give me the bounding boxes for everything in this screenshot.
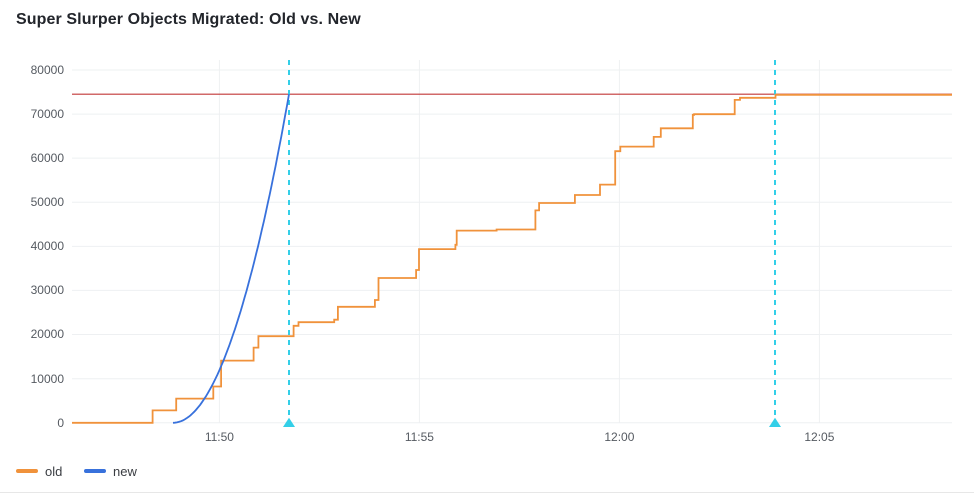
svg-text:11:55: 11:55 (405, 430, 434, 444)
svg-text:20000: 20000 (31, 327, 65, 341)
svg-text:0: 0 (57, 416, 64, 430)
svg-text:12:05: 12:05 (804, 430, 834, 444)
svg-text:70000: 70000 (31, 107, 65, 121)
svg-text:40000: 40000 (31, 239, 65, 253)
svg-text:10000: 10000 (31, 372, 65, 386)
svg-text:30000: 30000 (31, 283, 65, 297)
svg-text:11:50: 11:50 (205, 430, 234, 444)
svg-text:60000: 60000 (31, 151, 65, 165)
svg-text:12:00: 12:00 (604, 430, 634, 444)
svg-text:80000: 80000 (31, 63, 65, 77)
svg-text:50000: 50000 (31, 195, 65, 209)
